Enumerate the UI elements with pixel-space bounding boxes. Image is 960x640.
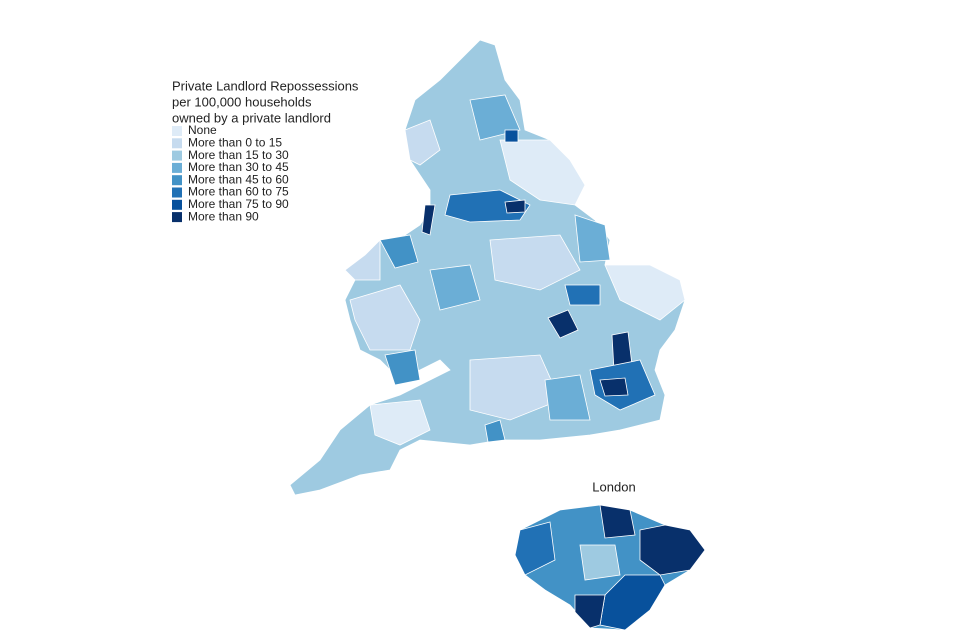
region <box>429 264 481 311</box>
region <box>404 119 441 166</box>
legend-label: More than 0 to 15 <box>188 135 282 149</box>
region <box>504 199 526 214</box>
legend-label: More than 30 to 45 <box>188 160 289 174</box>
region <box>444 189 531 223</box>
legend-swatch <box>172 199 182 210</box>
region <box>499 139 586 206</box>
legend-label: None <box>188 123 217 137</box>
legend-label: More than 45 to 60 <box>188 172 289 186</box>
region <box>384 349 421 386</box>
legend-label: More than 60 to 75 <box>188 185 289 199</box>
region <box>484 419 506 443</box>
region <box>469 354 561 421</box>
legend-swatch <box>172 126 182 136</box>
england-wales-map <box>289 39 686 496</box>
region <box>639 524 706 576</box>
legend-swatch <box>172 212 182 223</box>
legend-swatch <box>172 162 182 173</box>
region <box>599 504 636 539</box>
legend-title: Private Landlord Repossessions <box>172 78 359 93</box>
region <box>547 309 579 339</box>
region <box>421 204 436 236</box>
legend-label: More than 90 <box>188 209 259 223</box>
region <box>604 264 686 321</box>
region <box>579 544 621 581</box>
legend-swatch <box>172 175 182 186</box>
legend-swatch <box>172 138 182 149</box>
region <box>369 399 431 446</box>
legend-title: owned by a private landlord <box>172 110 331 125</box>
legend-label: More than 75 to 90 <box>188 197 289 211</box>
region <box>544 374 591 421</box>
region <box>574 594 606 629</box>
legend-title: per 100,000 households <box>172 94 312 109</box>
region <box>504 129 519 143</box>
region <box>599 377 629 397</box>
london-inset-map <box>514 504 706 631</box>
region <box>489 234 581 291</box>
region <box>344 239 381 281</box>
region <box>349 284 421 351</box>
region <box>514 521 556 576</box>
region <box>469 94 521 141</box>
region <box>574 214 611 263</box>
legend-label: More than 15 to 30 <box>188 148 289 162</box>
region <box>379 234 419 269</box>
region <box>564 284 601 306</box>
legend-swatch <box>172 187 182 198</box>
legend-swatch <box>172 150 182 161</box>
inset-label: London <box>592 479 635 494</box>
